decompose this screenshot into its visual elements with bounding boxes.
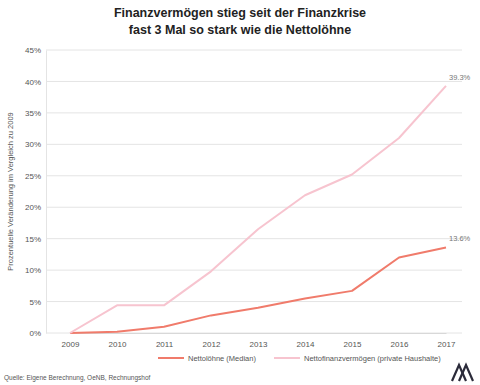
x-axis: 2009 2010 2011 2012 2013 2014 2015 2016 2017 [62, 333, 456, 349]
y-axis-title: Prozentuelle Veränderung im Vergleich zu… [6, 112, 15, 270]
data-label: 13.6% [449, 234, 471, 243]
logo [452, 365, 473, 381]
legend-label: Nettolöhne (Median) [188, 354, 256, 363]
y-tick-label: 35% [25, 109, 41, 118]
x-tick: 2010 [109, 333, 127, 349]
grid-line [46, 81, 462, 82]
y-tick: 10% [25, 266, 46, 275]
x-tick: 2013 [250, 333, 268, 349]
y-axis-line [46, 51, 47, 334]
y-tick: 5% [29, 298, 46, 307]
source: Quelle: Eigene Berechnung, OeNB, Rechnun… [4, 374, 151, 382]
series-line [70, 86, 446, 333]
y-tick-label: 20% [25, 203, 41, 212]
y-tick: 15% [25, 235, 46, 244]
y-tick-label: 0% [29, 329, 41, 338]
y-tick-label: 40% [25, 78, 41, 87]
x-tick: 2016 [391, 333, 409, 349]
y-tick: 45% [25, 46, 46, 55]
y-tick: 25% [25, 172, 46, 181]
y-axis: 0% 5% 10% 15% 20% 25% 30% 35% 40% 45% [25, 46, 47, 338]
x-tick: 2011 [156, 333, 174, 349]
y-tick-label: 30% [25, 140, 41, 149]
title-line: Finanzvermögen stieg seit der Finanzkris… [114, 6, 366, 20]
logo-shape [459, 365, 473, 381]
x-tick-label: 2016 [391, 340, 409, 349]
x-tick-label: 2012 [203, 340, 221, 349]
legend-swatch [158, 357, 184, 359]
plot-area [70, 86, 446, 333]
y-tick-label: 15% [25, 235, 41, 244]
legend-item: Nettolöhne (Median) [158, 354, 256, 363]
x-tick-label: 2009 [62, 340, 80, 349]
legend-swatch [274, 357, 300, 359]
y-tick-label: 10% [25, 266, 41, 275]
x-tick: 2015 [344, 333, 362, 349]
chart: Finanzvermögen stieg seit der Finanzkris… [0, 0, 480, 385]
title-line: fast 3 Mal so stark wie die Nettolöhne [129, 23, 351, 37]
grid-line [46, 175, 462, 176]
x-tick-label: 2015 [344, 340, 362, 349]
legend-label: Nettofinanzvermögen (private Haushalte) [304, 354, 441, 363]
grid-line [46, 50, 462, 51]
grid-line [46, 112, 462, 113]
x-tick: 2012 [203, 333, 221, 349]
y-tick-label: 45% [25, 46, 41, 55]
x-tick-label: 2010 [109, 340, 127, 349]
y-tick-label: 25% [25, 172, 41, 181]
x-tick: 2009 [62, 333, 80, 349]
grid-line [46, 144, 462, 145]
y-tick: 20% [25, 203, 46, 212]
data-label: 39.3% [449, 73, 471, 82]
grid [46, 50, 462, 333]
grid-line [46, 301, 462, 302]
x-tick-label: 2017 [438, 340, 456, 349]
x-tick: 2017 [438, 333, 456, 349]
grid-line [46, 207, 462, 208]
y-tick: 35% [25, 109, 46, 118]
grid-line [46, 238, 462, 239]
y-tick: 30% [25, 140, 46, 149]
y-tick-label: 5% [29, 298, 41, 307]
x-tick-label: 2011 [156, 340, 174, 349]
series-line [70, 247, 446, 333]
legend: Nettolöhne (Median) Nettofinanzvermögen (… [158, 354, 441, 363]
x-tick: 2014 [297, 333, 315, 349]
y-tick: 0% [29, 329, 46, 338]
x-tick-label: 2013 [250, 340, 268, 349]
y-tick: 40% [25, 78, 46, 87]
data-labels: 13.6% 39.3% [449, 73, 471, 244]
x-tick-label: 2014 [297, 340, 315, 349]
x-axis-line [71, 333, 447, 334]
grid-line [46, 270, 462, 271]
title: Finanzvermögen stieg seit der Finanzkris… [114, 6, 366, 37]
legend-item: Nettofinanzvermögen (private Haushalte) [274, 354, 441, 363]
